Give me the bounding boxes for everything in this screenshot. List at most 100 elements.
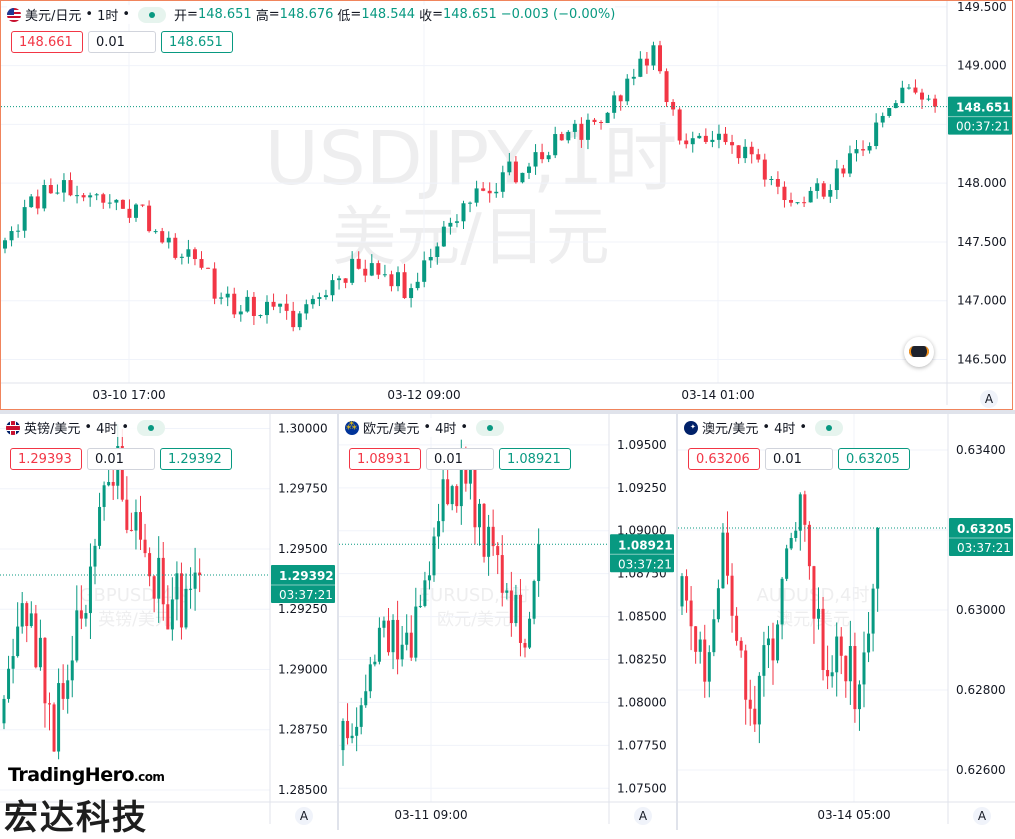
assistant-robot-icon[interactable]: [904, 337, 934, 367]
visibility-eye-icon[interactable]: [138, 6, 167, 23]
visibility-eye-icon[interactable]: [137, 419, 166, 436]
candle: [684, 133, 689, 149]
gbpusd-candles[interactable]: 1.30000 1.29750 1.29500 1.29250 1.29000 1.287…: [0, 414, 337, 830]
auto-scale-button[interactable]: A: [295, 807, 313, 825]
sell-price-button[interactable]: 1.08931: [349, 448, 421, 470]
buy-price-button[interactable]: 148.651: [161, 31, 233, 53]
candle-body: [703, 135, 708, 142]
sell-price-button[interactable]: 1.29393: [10, 448, 82, 470]
pane-divider[interactable]: [676, 414, 678, 830]
candle: [127, 199, 132, 223]
candle-body: [853, 646, 857, 710]
candle-body: [906, 87, 911, 89]
symbol-name[interactable]: 美元/日元: [25, 9, 82, 24]
usdjpy-chart-pane[interactable]: USDJPY,1时 美元/日元 149.500149.000148.500148…: [0, 0, 1013, 410]
pane-divider[interactable]: [337, 414, 339, 830]
buy-price-button[interactable]: 0.63205: [838, 448, 910, 470]
interval-label[interactable]: 4时: [435, 422, 457, 437]
candle-body: [697, 135, 702, 139]
candle: [48, 692, 51, 731]
candle: [173, 233, 178, 260]
buy-price-button[interactable]: 1.08921: [499, 448, 571, 470]
candle-body: [785, 548, 789, 579]
candle-body: [826, 670, 830, 677]
candle: [75, 585, 79, 663]
candle: [291, 301, 296, 332]
candle-body: [808, 190, 813, 203]
y-tick-label: 147.500: [957, 235, 1007, 249]
visibility-eye-icon[interactable]: [476, 419, 505, 436]
candle-body: [491, 526, 495, 547]
candle-body: [523, 642, 527, 648]
symbol-name[interactable]: 欧元/美元: [363, 422, 420, 437]
quantity-input[interactable]: 0.01: [87, 448, 155, 470]
candle-body: [605, 112, 610, 124]
candle-body: [487, 190, 492, 194]
candle: [844, 655, 848, 698]
candle-body: [461, 203, 466, 222]
candle-body: [847, 153, 852, 174]
y-tick-label: 146.500: [957, 352, 1007, 366]
candle: [186, 239, 191, 264]
candle: [780, 577, 784, 640]
candle: [34, 604, 38, 669]
candle-body: [794, 530, 798, 538]
x-tick-label: 03-14 01:00: [681, 388, 754, 402]
candle-body: [157, 557, 161, 599]
audusd-candles[interactable]: 0.634000.632000.630000.628000.6260003-14…: [678, 414, 1015, 830]
visibility-eye-icon[interactable]: [815, 419, 844, 436]
candle-body: [446, 479, 450, 505]
sell-price-button[interactable]: 148.661: [11, 31, 83, 53]
candle-body: [66, 680, 70, 699]
eurusd-chart-pane[interactable]: EURUSD,4时 欧元/美元 1.09500 1.09250 1.09000 1.0…: [339, 414, 676, 830]
candle: [776, 620, 780, 664]
auto-scale-button[interactable]: A: [980, 390, 998, 408]
buy-price-button[interactable]: 1.29392: [160, 448, 232, 470]
candle: [42, 179, 47, 212]
auto-scale-button[interactable]: A: [973, 807, 991, 825]
candle-body: [900, 87, 905, 104]
candle: [749, 141, 754, 164]
interval-label[interactable]: 1时: [97, 9, 119, 24]
candle-body: [414, 606, 418, 658]
sell-price-button[interactable]: 0.63206: [688, 448, 760, 470]
pane-divider[interactable]: [0, 410, 1015, 414]
candle: [179, 562, 183, 640]
interval-label[interactable]: 4时: [774, 422, 796, 437]
candle: [206, 267, 211, 269]
candle: [815, 178, 820, 199]
candle-body: [428, 256, 433, 261]
candle: [782, 181, 787, 208]
candle-body: [120, 446, 124, 500]
candle: [29, 194, 34, 208]
candle: [853, 632, 857, 723]
candle-body: [807, 524, 811, 567]
candle-body: [232, 293, 237, 315]
gbpusd-chart-pane[interactable]: GBPUSD,4时 英镑/美元 1.30000 1.29750 1.29500 1.2…: [0, 414, 337, 830]
symbol-name[interactable]: 澳元/美元: [702, 422, 759, 437]
candle: [317, 292, 322, 307]
usdjpy-candles[interactable]: 149.500149.000148.500148.000147.500147.0…: [1, 1, 1013, 410]
candle-body: [79, 610, 83, 619]
symbol-name[interactable]: 英镑/美元: [24, 422, 81, 437]
quantity-input[interactable]: 0.01: [765, 448, 833, 470]
candle: [926, 94, 931, 102]
candle-body: [206, 267, 211, 269]
candle-body: [500, 172, 505, 192]
candle: [160, 227, 165, 244]
candle: [418, 594, 422, 608]
candle: [101, 192, 106, 209]
last-price-label: 1.29392: [279, 569, 334, 583]
candle: [16, 224, 21, 238]
audusd-chart-pane[interactable]: AUDUSD,4时 澳元/美元 0.634000.632000.630000.6…: [678, 414, 1015, 830]
auto-scale-button[interactable]: A: [634, 807, 652, 825]
candle: [435, 242, 440, 265]
quantity-input[interactable]: 0.01: [426, 448, 494, 470]
quantity-input[interactable]: 0.01: [88, 31, 156, 53]
candle: [88, 543, 92, 640]
close-label: 收: [419, 9, 433, 24]
candle: [359, 697, 363, 735]
interval-label[interactable]: 4时: [96, 422, 118, 437]
candle: [500, 535, 504, 607]
eurusd-candles[interactable]: 1.095001.092501.090001.087501.085001.082…: [339, 414, 676, 830]
